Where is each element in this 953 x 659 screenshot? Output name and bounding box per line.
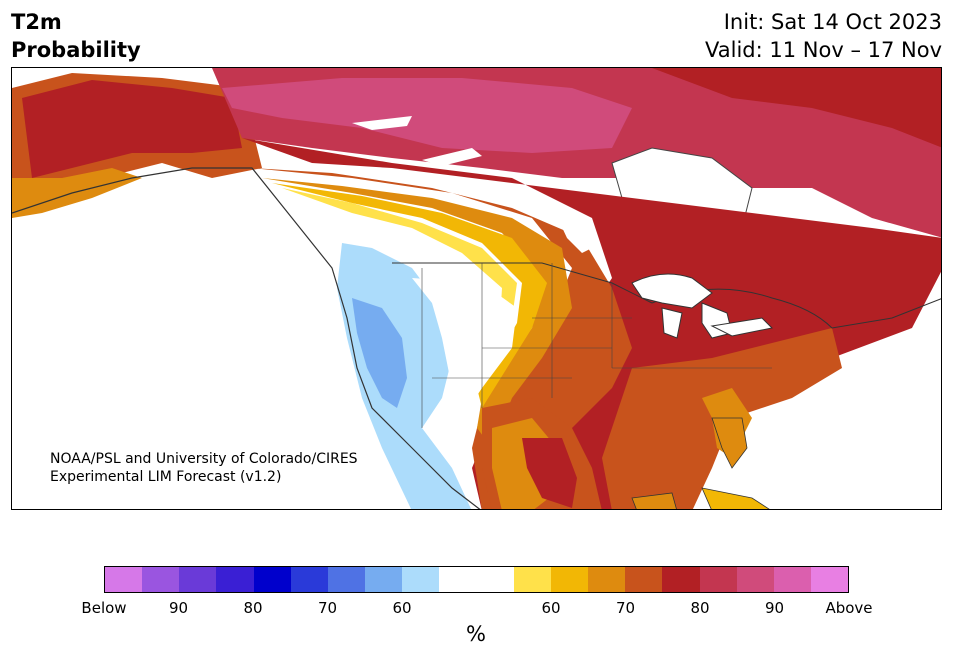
north-america-map — [12, 68, 941, 509]
colorbar-swatch — [625, 567, 663, 592]
colorbar-swatch — [736, 567, 774, 592]
title-type: Probability — [11, 38, 141, 62]
title-variable: T2m — [11, 10, 62, 34]
colorbar-swatch — [773, 567, 811, 592]
colorbar-swatch — [810, 567, 849, 592]
colorbar-swatch — [365, 567, 403, 592]
tick-below-80: 80 — [243, 599, 263, 617]
colorbar-swatch — [550, 567, 589, 592]
tick-above-60: 60 — [541, 599, 561, 617]
colorbar-swatch — [216, 567, 254, 592]
colorbar-swatch — [476, 567, 514, 592]
valid-range: Valid: 11 Nov – 17 Nov — [705, 38, 942, 62]
colorbar-swatch — [179, 567, 217, 592]
tick-above-70: 70 — [615, 599, 636, 617]
tick-above-80: 80 — [690, 599, 710, 617]
tick-above-90: 90 — [764, 599, 785, 617]
colorbar-swatch — [662, 567, 700, 592]
colorbar-swatch — [290, 567, 328, 592]
credit-line-1: NOAA/PSL and University of Colorado/CIRE… — [50, 451, 358, 467]
map-title: T2m Probability — [11, 8, 141, 64]
colorbar-swatch — [402, 567, 440, 592]
tick-above: Above — [825, 599, 873, 617]
probability-map: NOAA/PSL and University of Colorado/CIRE… — [11, 67, 942, 510]
colorbar-swatch — [588, 567, 626, 592]
colorbar-swatch — [253, 567, 291, 592]
credit-line-2: Experimental LIM Forecast (v1.2) — [50, 469, 282, 485]
init-date: Init: Sat 14 Oct 2023 — [723, 10, 942, 34]
tick-below-60: 60 — [392, 599, 412, 617]
colorbar-swatch — [142, 567, 180, 592]
colorbar-swatch — [105, 567, 143, 592]
tick-below-90: 90 — [168, 599, 189, 617]
colorbar-ticks: Below 90 80 70 60 60 70 80 90 Above — [81, 599, 872, 619]
tick-below-70: 70 — [317, 599, 338, 617]
colorbar-swatch — [439, 567, 477, 592]
map-credit: NOAA/PSL and University of Colorado/CIRE… — [50, 450, 358, 486]
colorbar-swatch — [699, 567, 737, 592]
colorbar-swatch — [327, 567, 366, 592]
tick-below: Below — [81, 599, 127, 617]
colorbar-swatch — [513, 567, 551, 592]
probability-colorbar — [104, 566, 849, 593]
colorbar-unit: % — [466, 622, 486, 646]
forecast-dates: Init: Sat 14 Oct 2023 Valid: 11 Nov – 17… — [705, 8, 942, 64]
